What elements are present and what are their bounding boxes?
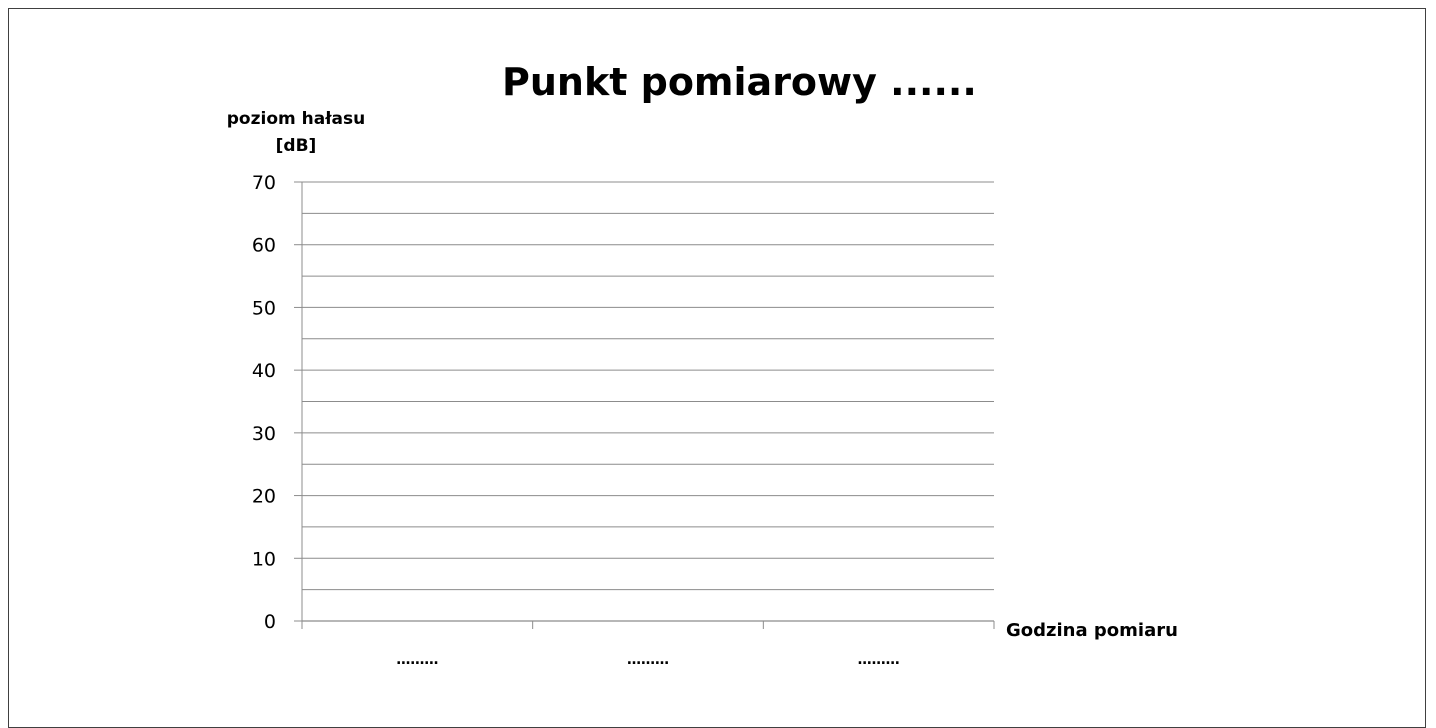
x-category-label: ……… bbox=[858, 652, 900, 668]
x-category-label: ……… bbox=[396, 652, 438, 668]
y-axis-label-line2: [dB] bbox=[275, 136, 317, 156]
y-tick-label: 0 bbox=[264, 611, 276, 633]
chart-title: Punkt pomiarowy ...... bbox=[502, 60, 977, 104]
y-tick-label: 50 bbox=[252, 297, 276, 319]
y-axis-label-line1: poziom hałasu bbox=[226, 109, 366, 129]
y-tick-label: 30 bbox=[252, 423, 276, 445]
y-tick-label: 40 bbox=[252, 360, 276, 382]
y-tick-label: 70 bbox=[252, 172, 276, 194]
x-category-label: ……… bbox=[627, 652, 669, 668]
y-tick-label: 20 bbox=[252, 486, 276, 508]
y-tick-label: 10 bbox=[252, 548, 276, 570]
y-tick-label: 60 bbox=[252, 235, 276, 257]
x-axis-label: Godzina pomiaru bbox=[1006, 620, 1178, 641]
y-axis-label: poziom hałasu [dB] bbox=[204, 106, 388, 160]
